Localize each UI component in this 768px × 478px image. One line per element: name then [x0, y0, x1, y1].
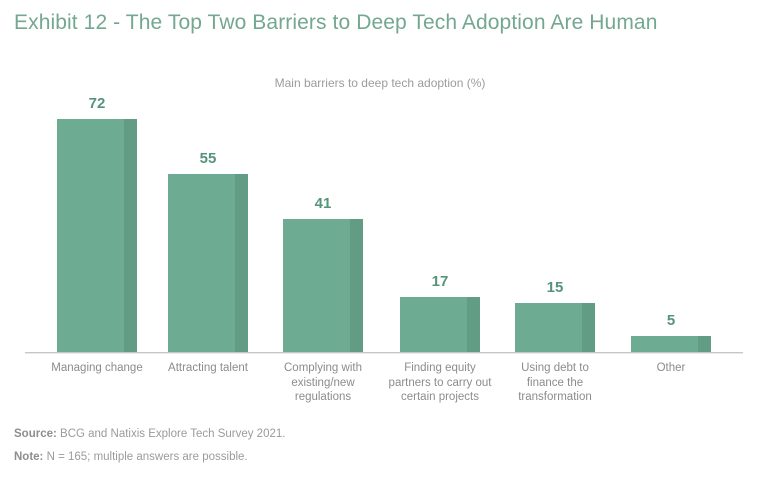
page-title: Exhibit 12 - The Top Two Barriers to Dee…	[14, 11, 658, 34]
footer-source: Source: BCG and Natixis Explore Tech Sur…	[14, 428, 285, 440]
bar-column-attracting-talent: 55	[168, 144, 248, 352]
bar-value-label: 55	[199, 150, 217, 167]
bar-shade	[235, 174, 248, 352]
footer-note: Note: N = 165; multiple answers are poss…	[14, 451, 248, 463]
bar-column-finding-equity-partners-to-carry-out-certain-projects: 17	[400, 267, 480, 352]
bar-attracting-talent	[168, 174, 248, 352]
note-text: N = 165; multiple answers are possible.	[43, 451, 248, 463]
bar-using-debt-to-finance-the-transformation	[515, 303, 595, 352]
bar-finding-equity-partners-to-carry-out-certain-projects	[400, 297, 480, 352]
source-label: Source:	[14, 428, 57, 440]
bar-value-label: 15	[546, 279, 564, 296]
bar-shade	[467, 297, 480, 352]
bar-complying-with-existing-new-regulations	[283, 219, 363, 352]
bar-value-label: 41	[314, 195, 332, 212]
x-axis-label-finding-equity-partners-to-carry-out-certain-projects: Finding equity partners to carry out cer…	[388, 362, 492, 403]
note-label: Note:	[14, 451, 44, 463]
bar-column-using-debt-to-finance-the-transformation: 15	[515, 273, 595, 352]
x-axis-line	[25, 352, 743, 354]
x-axis-label-managing-change: Managing change	[51, 362, 143, 374]
x-axis-label-attracting-talent: Attracting talent	[168, 362, 248, 374]
bar-value-label: 5	[666, 312, 676, 329]
x-axis-label-using-debt-to-finance-the-transformation: Using debt to finance the transformation	[518, 362, 592, 403]
chart-subtitle: Main barriers to deep tech adoption (%)	[274, 76, 486, 90]
bar-shade	[350, 219, 363, 352]
bar-other	[631, 336, 711, 352]
bar-value-label: 72	[88, 95, 106, 112]
source-text: BCG and Natixis Explore Tech Survey 2021…	[56, 428, 286, 440]
bar-column-complying-with-existing-new-regulations: 41	[283, 189, 363, 352]
x-axis-label-complying-with-existing-new-regulations: Complying with existing/new regulations	[284, 362, 362, 403]
bar-chart-plot-area: 72 55 41 17 15 5	[0, 95, 768, 352]
bar-column-managing-change: 72	[57, 89, 137, 352]
bar-shade	[124, 119, 137, 352]
bar-column-other: 5	[631, 306, 711, 352]
bar-managing-change	[57, 119, 137, 352]
x-axis-label-other: Other	[656, 362, 686, 374]
bar-value-label: 17	[431, 273, 449, 290]
bar-shade	[698, 336, 711, 352]
bar-shade	[582, 303, 595, 352]
